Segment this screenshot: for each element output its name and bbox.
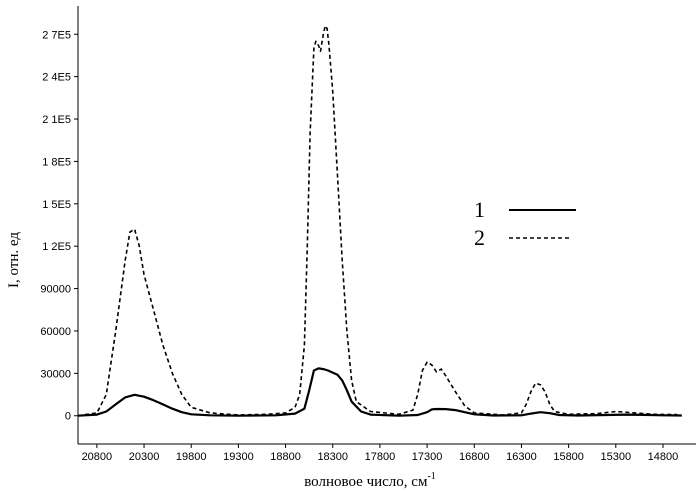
y-tick-label: 1 8E5 [42, 156, 71, 168]
x-tick-label: 18800 [270, 451, 301, 463]
y-tick-label: 90000 [40, 284, 71, 296]
y-tick-label: 2 7E5 [42, 29, 71, 41]
x-tick-label: 17300 [412, 451, 443, 463]
y-tick-label: 1 2E5 [42, 241, 71, 253]
x-tick-label: 16300 [506, 451, 537, 463]
x-axis-title: волновое число, см-1 [304, 471, 436, 490]
y-tick-label: 2 1E5 [42, 114, 71, 126]
x-tick-label: 19300 [223, 451, 254, 463]
x-ticks: 20800 20300 19800 19300 18800 18300 17800 17300… [82, 444, 679, 463]
y-tick-label: 0 [65, 411, 71, 423]
x-tick-label: 16800 [459, 451, 490, 463]
axes [78, 6, 696, 444]
y-tick-label: 2 4E5 [42, 72, 71, 84]
legend-label-1: 1 [474, 197, 485, 222]
x-tick-label: 15300 [601, 451, 632, 463]
x-axis-title-main: волновое число, см [304, 474, 428, 490]
x-tick-label: 18300 [317, 451, 348, 463]
x-tick-label: 14800 [648, 451, 679, 463]
x-axis-title-superscript: -1 [427, 471, 435, 482]
legend: 1 2 [474, 197, 576, 250]
y-tick-label: 1 5E5 [42, 199, 71, 211]
y-tick-label: 60000 [40, 326, 71, 338]
series-line-2 [78, 26, 677, 416]
legend-label-2: 2 [474, 225, 485, 250]
x-tick-label: 20800 [82, 451, 113, 463]
x-tick-label: 17800 [365, 451, 396, 463]
y-ticks: 0 30000 60000 90000 1 2E5 1 5E5 1 8E5 2 1E5 2 4E… [40, 29, 78, 422]
y-tick-label: 30000 [40, 368, 71, 380]
series-layer [78, 26, 682, 416]
y-axis-title: I, отн. ед [6, 232, 22, 288]
series-line-1 [78, 368, 682, 415]
x-tick-label: 19800 [176, 451, 207, 463]
x-tick-label: 15800 [553, 451, 584, 463]
x-tick-label: 20300 [129, 451, 160, 463]
